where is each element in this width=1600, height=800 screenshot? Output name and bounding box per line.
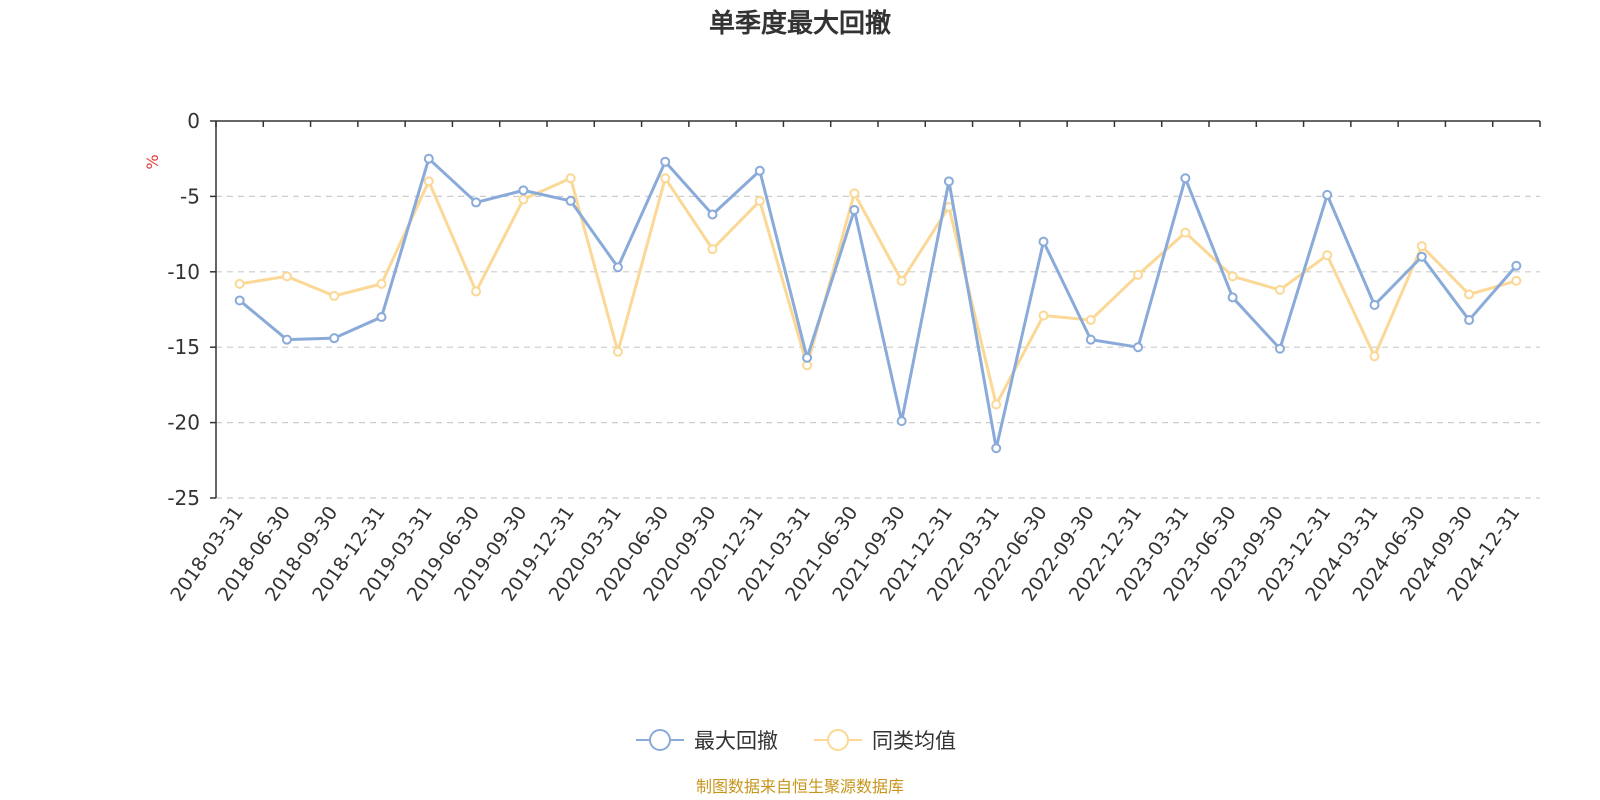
data-point [1369, 299, 1380, 310]
data-point [1274, 343, 1285, 354]
data-point [1180, 173, 1191, 184]
data-point [1322, 250, 1333, 261]
data-point [1416, 251, 1427, 262]
y-tick-label: -25 [167, 486, 200, 510]
data-point [707, 209, 718, 220]
data-point [234, 295, 245, 306]
y-tick-labels: 0 -5 -10 -15 -20 -25 [167, 109, 200, 510]
grid-lines [216, 195, 1540, 499]
data-point [1416, 241, 1427, 252]
data-point [234, 278, 245, 289]
data-point [565, 195, 576, 206]
data-point [612, 262, 623, 273]
legend-label: 最大回撤 [694, 729, 778, 753]
data-point [1085, 334, 1096, 345]
data-point [1511, 275, 1522, 286]
data-point [802, 352, 813, 363]
data-point [943, 176, 954, 187]
legend-item-0[interactable]: 最大回撤 [636, 729, 778, 753]
data-point [1038, 236, 1049, 247]
data-point [1133, 342, 1144, 353]
y-tick-label: -20 [167, 411, 200, 435]
data-point [471, 286, 482, 297]
data-point [1274, 284, 1285, 295]
data-point [1227, 292, 1238, 303]
legend-marker [827, 729, 849, 751]
data-point [1464, 289, 1475, 300]
data-point [1227, 271, 1238, 282]
data-point [1322, 189, 1333, 200]
data-point [471, 197, 482, 208]
y-tick-label: -10 [167, 260, 200, 284]
data-point [1369, 351, 1380, 362]
data-point [660, 173, 671, 184]
data-point [754, 165, 765, 176]
data-point [991, 399, 1002, 410]
data-point [1464, 315, 1475, 326]
data-point [1511, 260, 1522, 271]
data-point [1133, 269, 1144, 280]
data-point [329, 290, 340, 301]
data-point [991, 443, 1002, 454]
axes [210, 120, 1541, 499]
data-point [896, 275, 907, 286]
y-tick-label: -15 [167, 335, 200, 359]
data-point [612, 346, 623, 357]
data-point [281, 334, 292, 345]
legend[interactable]: 最大回撤 同类均值 [636, 729, 956, 753]
data-point [376, 278, 387, 289]
data-point [660, 156, 671, 167]
data-point [1180, 227, 1191, 238]
legend-item-1[interactable]: 同类均值 [814, 729, 956, 753]
data-point [896, 416, 907, 427]
data-point [565, 173, 576, 184]
data-point [1038, 310, 1049, 321]
series-line-1 [239, 176, 1517, 407]
series-line-0 [238, 157, 1518, 450]
data-point [754, 195, 765, 206]
legend-label: 同类均值 [872, 729, 956, 753]
data-point [329, 333, 340, 344]
series-group [234, 153, 1522, 454]
chart-title: 单季度最大回撤 [709, 8, 891, 39]
data-point [849, 204, 860, 215]
data-point [376, 312, 387, 323]
data-point [849, 188, 860, 199]
data-point [423, 176, 434, 187]
data-point [707, 244, 718, 255]
source-note: 制图数据来自恒生聚源数据库 [696, 777, 904, 796]
data-point [518, 194, 529, 205]
data-point [518, 185, 529, 196]
data-point [423, 153, 434, 164]
y-axis-unit: % [143, 154, 162, 169]
data-point [1085, 315, 1096, 326]
x-tick-labels: 2018-03-312018-06-302018-09-302018-12-31… [166, 502, 1524, 605]
y-tick-label: 0 [187, 109, 200, 133]
data-point [281, 271, 292, 282]
y-tick-label: -5 [180, 184, 200, 208]
legend-marker [649, 729, 671, 751]
